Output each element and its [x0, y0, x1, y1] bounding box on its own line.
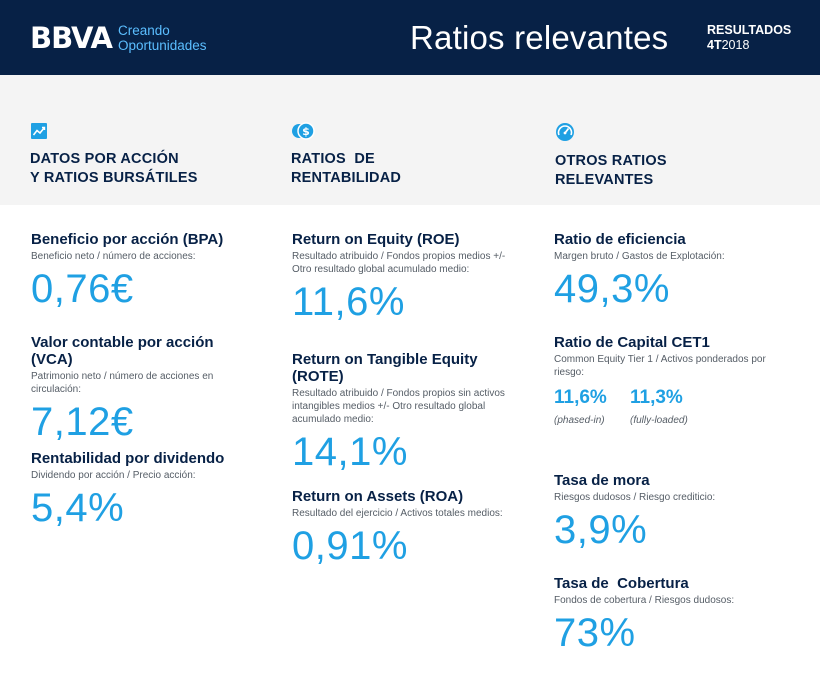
section-title: OTROS RATIOS RELEVANTES: [555, 152, 667, 190]
tagline-line-2: Oportunidades: [118, 38, 207, 53]
metric-description: Resultado del ejercicio / Activos totale…: [292, 508, 503, 519]
section-title: DATOS POR ACCIÓN Y RATIOS BURSÁTILES: [30, 150, 198, 188]
cet1-values: 11,6% (phased-in) 11,3% (fully-loaded): [554, 387, 774, 427]
section-header-other: OTROS RATIOS RELEVANTES: [555, 122, 667, 190]
metric-description: Fondos de cobertura / Riesgos dudosos:: [554, 595, 735, 606]
gauge-icon: [556, 123, 574, 141]
cet1-phased-in: 11,6% (phased-in): [554, 387, 630, 427]
metric-value: 0,76€: [31, 267, 134, 311]
metric-npl-ratio: Tasa de mora Riesgos dudosos / Riesgo cr…: [554, 472, 794, 552]
cet1-fully-loaded: 11,3% (fully-loaded): [630, 387, 706, 427]
cet1-fully-loaded-label: (fully-loaded): [630, 415, 688, 426]
metric-title: Return on Equity (ROE): [292, 231, 460, 248]
section-header-profitability: $ RATIOS DE RENTABILIDAD: [291, 122, 401, 188]
metric-description: Resultado atribuido / Fondos propios med…: [292, 251, 506, 275]
section-title-line: RELEVANTES: [555, 172, 654, 188]
metric-title: Tasa de mora: [554, 472, 650, 489]
metric-value: 7,12€: [31, 400, 134, 444]
metric-title: Ratio de Capital CET1: [554, 334, 710, 351]
metric-description: Resultado atribuido / Fondos propios sin…: [292, 388, 505, 425]
section-title-line: RENTABILIDAD: [291, 170, 402, 186]
section-title-line: RATIOS DE: [291, 151, 375, 167]
metric-value: 5,4%: [31, 486, 125, 530]
period-year: 2018: [721, 38, 750, 52]
section-title-line: Y RATIOS BURSÁTILES: [30, 170, 198, 186]
metric-description: Dividendo por acción / Precio acción:: [31, 470, 196, 481]
section-title-line: OTROS RATIOS: [555, 153, 667, 169]
metric-dividend-yield: Rentabilidad por dividendo Dividendo por…: [31, 450, 271, 530]
metric-coverage-ratio: Tasa de Cobertura Fondos de cobertura / …: [554, 575, 794, 655]
cet1-phased-in-value: 11,6%: [554, 387, 607, 408]
metric-description: Common Equity Tier 1 / Activos ponderado…: [554, 354, 766, 378]
cet1-fully-loaded-value: 11,3%: [630, 387, 683, 408]
period-label: 4T2018: [707, 38, 791, 53]
chart-trend-icon: [31, 123, 47, 139]
period-quarter: 4T: [707, 38, 722, 52]
bbva-logo: BBVA: [30, 21, 113, 55]
metric-value: 49,3%: [554, 267, 670, 311]
results-text: RESULTADOS: [707, 23, 792, 37]
metric-description: Riesgos dudosos / Riesgo crediticio:: [554, 492, 716, 503]
metric-title: Tasa de Cobertura: [554, 575, 689, 592]
cet1-phased-in-label: (phased-in): [554, 415, 605, 426]
metric-book-value: Valor contable por acción (VCA) Patrimon…: [31, 334, 256, 444]
section-header-band: DATOS POR ACCIÓN Y RATIOS BURSÁTILES $ R…: [0, 75, 820, 205]
metric-value: 3,9%: [554, 508, 648, 552]
metric-title: Return on Tangible Equity (ROTE): [292, 351, 478, 385]
section-title: RATIOS DE RENTABILIDAD: [291, 150, 401, 188]
metric-efficiency: Ratio de eficiencia Margen bruto / Gasto…: [554, 231, 794, 311]
coins-dollar-icon: $: [292, 122, 315, 140]
section-header-per-share: DATOS POR ACCIÓN Y RATIOS BURSÁTILES: [30, 122, 198, 188]
metric-description: Beneficio neto / número de acciones:: [31, 251, 196, 262]
results-label: RESULTADOS 4T2018: [707, 23, 791, 53]
metric-value: 11,6%: [292, 280, 405, 324]
metric-title: Rentabilidad por dividendo: [31, 450, 225, 467]
metric-eps: Beneficio por acción (BPA) Beneficio net…: [31, 231, 271, 311]
metric-roe: Return on Equity (ROE) Resultado atribui…: [292, 231, 524, 324]
page-title: Ratios relevantes: [410, 19, 669, 56]
metric-title: Beneficio por acción (BPA): [31, 231, 224, 248]
metric-title: Valor contable por acción (VCA): [31, 334, 214, 368]
header-bar: BBVA Creando Oportunidades Ratios releva…: [0, 0, 820, 75]
metric-title: Return on Assets (ROA): [292, 488, 464, 505]
tagline-line-1: Creando: [118, 23, 170, 38]
metric-title: Ratio de eficiencia: [554, 231, 686, 248]
tagline: Creando Oportunidades: [118, 23, 207, 53]
metric-description: Margen bruto / Gastos de Explotación:: [554, 251, 725, 262]
svg-text:$: $: [302, 125, 310, 138]
metric-rote: Return on Tangible Equity (ROTE) Resulta…: [292, 351, 514, 474]
metric-value: 73%: [554, 611, 636, 655]
metric-roa: Return on Assets (ROA) Resultado del eje…: [292, 488, 532, 568]
section-title-line: DATOS POR ACCIÓN: [30, 151, 179, 167]
metric-description: Patrimonio neto / número de acciones en …: [31, 371, 214, 395]
metric-value: 0,91%: [292, 524, 408, 568]
metric-cet1: Ratio de Capital CET1 Common Equity Tier…: [554, 334, 774, 427]
metric-value: 14,1%: [292, 430, 408, 474]
